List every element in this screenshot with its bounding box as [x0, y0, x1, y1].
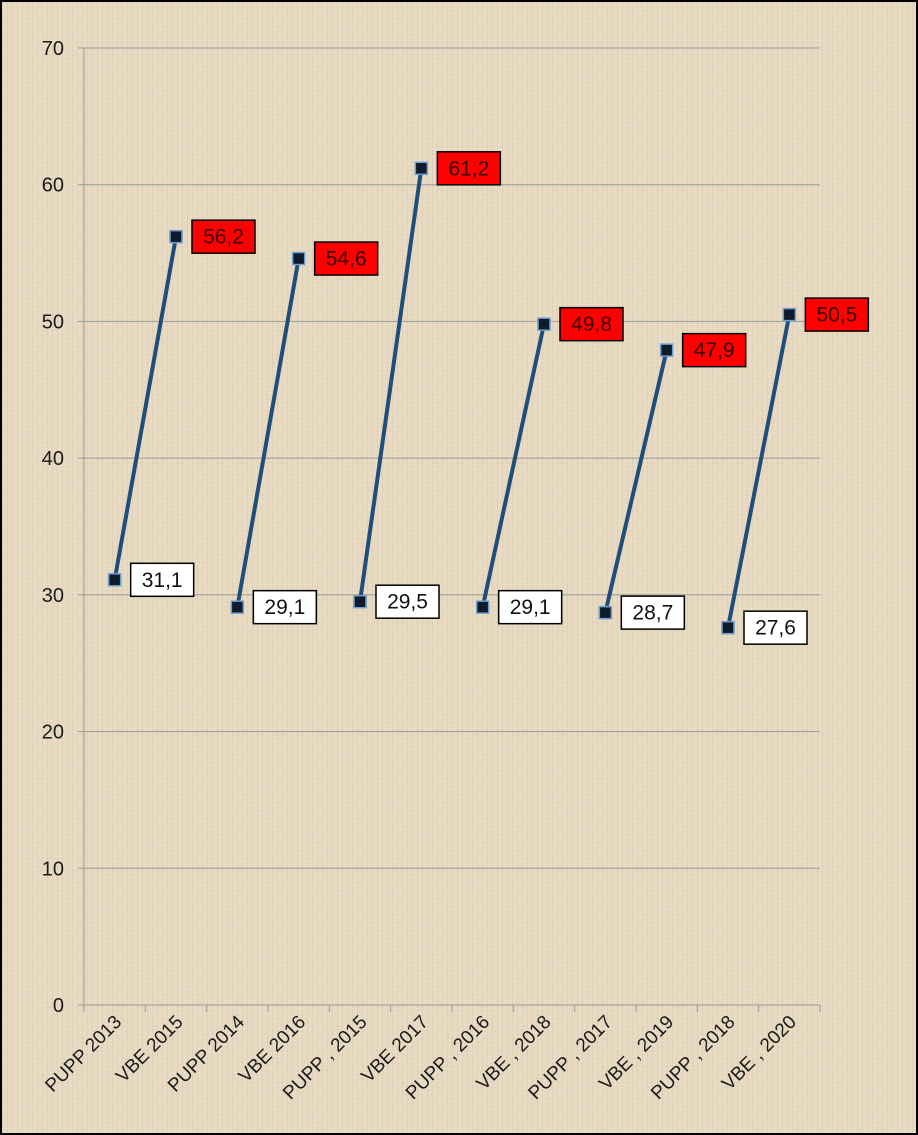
to-point-marker-1 [169, 229, 183, 244]
series-line-6 [726, 312, 792, 630]
data-series [107, 161, 797, 635]
series-line-1 [112, 234, 178, 582]
from-point-marker-6 [721, 620, 735, 635]
from-data-label-3: 29,5 [375, 584, 440, 619]
from-point-marker-4 [475, 600, 490, 614]
to-data-label-4-box [559, 306, 624, 342]
y-tick-label-50: 50 [42, 311, 64, 333]
from-point-marker-3 [353, 594, 367, 609]
to-data-label-6: 50,5 [804, 297, 870, 332]
to-data-label-4: 49,8 [559, 306, 624, 342]
from-data-label-5: 28,7 [620, 595, 686, 630]
to-data-label-5-text: 47,9 [694, 339, 735, 362]
series-line-4 [480, 322, 546, 610]
to-data-label-1-box [191, 219, 256, 254]
from-data-label-2-text: 29,1 [264, 596, 305, 619]
to-data-label-3-text: 61,2 [448, 157, 489, 180]
y-tick-label-10: 10 [42, 858, 64, 880]
y-tick-label-60: 60 [42, 175, 64, 197]
from-data-label-6: 27,6 [743, 610, 808, 645]
from-data-label-5-box [620, 595, 686, 630]
series-line-3 [358, 166, 424, 604]
from-point-marker-2 [230, 600, 245, 614]
to-data-label-5-box [681, 332, 747, 368]
to-data-label-1-text: 56,2 [203, 226, 244, 249]
y-tick-labels: 0 10 20 30 40 50 60 70 [42, 38, 64, 1017]
to-data-label-5: 47,9 [681, 332, 747, 368]
from-data-label-4-box [497, 589, 563, 625]
y-tick-label-0: 0 [53, 995, 64, 1017]
from-data-label-1: 31,1 [129, 562, 195, 598]
from-data-label-1-text: 31,1 [142, 569, 183, 592]
from-data-label-2-box [252, 589, 318, 625]
from-data-label-4: 29,1 [497, 589, 563, 625]
to-data-label-2: 54,6 [313, 241, 379, 276]
to-point-marker-4 [537, 317, 551, 331]
y-tick-label-70: 70 [42, 38, 64, 60]
y-tick-label-40: 40 [42, 448, 64, 470]
from-point-marker-1 [107, 573, 122, 587]
from-data-label-1-box [129, 562, 195, 598]
to-data-label-3-box [436, 151, 502, 186]
to-data-label-6-text: 50,5 [816, 304, 857, 327]
x-tick-label: PUPP 2013 [41, 1012, 126, 1097]
from-data-label-6-box [743, 610, 808, 645]
from-data-label-3-box [375, 584, 440, 619]
to-point-marker-2 [291, 251, 306, 266]
series-line-5 [603, 348, 669, 615]
axes [78, 47, 821, 1012]
from-data-label-5-text: 28,7 [632, 602, 673, 625]
to-data-label-6-box [804, 297, 870, 332]
from-data-label-3-text: 29,5 [387, 591, 428, 614]
to-point-marker-5 [659, 343, 674, 357]
to-data-label-2-box [313, 241, 379, 276]
from-data-label-2: 29,1 [252, 589, 318, 625]
to-point-marker-6 [782, 307, 797, 322]
to-data-label-1: 56,2 [191, 219, 256, 254]
from-data-label-4-text: 29,1 [510, 596, 551, 619]
y-tick-label-30: 30 [42, 585, 64, 607]
to-data-label-3: 61,2 [436, 151, 502, 186]
to-data-label-2-text: 54,6 [326, 248, 367, 271]
to-point-marker-3 [414, 161, 429, 176]
from-data-label-6-text: 27,6 [755, 617, 796, 640]
data-labels: 31,1 56,2 29,1 54,6 29,5 61,2 29,1 49,8 28,7 47,9… [129, 151, 870, 645]
series-line-2 [235, 256, 301, 610]
to-data-label-4-text: 49,8 [571, 313, 612, 336]
from-point-marker-5 [598, 605, 613, 620]
y-tick-label-20: 20 [42, 722, 64, 744]
